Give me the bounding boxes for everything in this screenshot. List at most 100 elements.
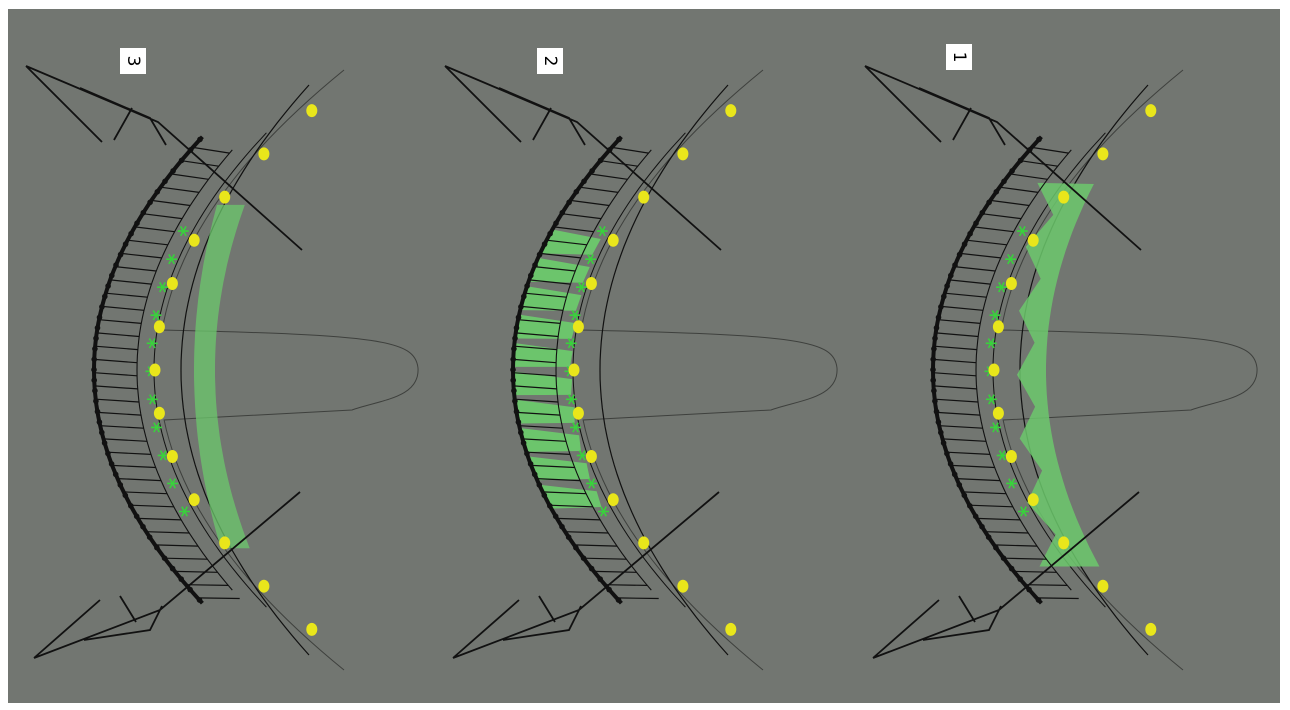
- top-end-frame: [444, 65, 722, 251]
- spine-bead: [187, 586, 193, 593]
- spine-bead: [993, 544, 999, 551]
- rib-tick: [935, 332, 979, 338]
- green-cell-fill: [539, 484, 602, 509]
- figure-background: [8, 9, 1280, 703]
- spine-bead: [933, 408, 940, 415]
- rib-tick: [105, 292, 148, 298]
- star-marker: [985, 394, 997, 405]
- rib-tick: [573, 544, 618, 547]
- star-marker: [150, 310, 162, 321]
- rib-tick: [936, 411, 981, 416]
- rib-tick: [954, 266, 996, 272]
- spine-bead: [573, 544, 579, 551]
- spine-bead: [930, 366, 936, 373]
- yellow-node: [188, 233, 200, 247]
- rib-tick: [97, 411, 142, 416]
- yellow-node: [1058, 190, 1070, 204]
- rib-tick: [981, 213, 1022, 220]
- spine-bead: [96, 314, 103, 321]
- rib-tick: [512, 372, 557, 377]
- spine-bead: [581, 178, 587, 185]
- spine-bead: [956, 482, 963, 488]
- rib-tick: [99, 319, 142, 324]
- rib-tick: [990, 199, 1030, 207]
- yellow-node: [219, 190, 231, 204]
- spine-bead: [197, 136, 203, 143]
- star-marker: [167, 478, 179, 489]
- star-marker: [166, 253, 178, 265]
- yellow-node: [149, 363, 161, 377]
- panel-label: 1: [946, 44, 972, 70]
- spine-bead: [510, 377, 516, 384]
- panel-1: 1: [864, 44, 1258, 671]
- rib-tick: [973, 226, 1014, 233]
- yellow-node: [1005, 450, 1017, 463]
- spine-bead: [531, 471, 538, 478]
- spine-bead: [96, 419, 103, 425]
- yellow-node: [258, 579, 270, 593]
- yellow-node: [725, 622, 737, 636]
- rib-tick: [941, 305, 984, 311]
- star-marker: [1005, 253, 1017, 265]
- spine-bead: [109, 272, 115, 279]
- spine-bead: [559, 523, 565, 530]
- spine-bead: [986, 199, 992, 206]
- rib-tick: [546, 239, 587, 246]
- spine-bead: [122, 492, 129, 499]
- star-marker: [157, 450, 169, 461]
- rib-tick: [130, 504, 174, 508]
- spine-bead: [518, 304, 524, 310]
- spine-bead: [1009, 168, 1015, 174]
- rib-tick: [154, 544, 199, 547]
- green-cell-fill: [527, 456, 590, 481]
- green-band-fill: [194, 204, 250, 549]
- spine-bead: [615, 597, 622, 603]
- spine-bead: [961, 241, 968, 247]
- yellow-node: [638, 536, 650, 550]
- rib-tick: [556, 517, 601, 521]
- spine-bead: [524, 450, 530, 457]
- bottom-end-frame: [872, 491, 1140, 659]
- spine-bead: [1035, 597, 1042, 603]
- yellow-node: [1097, 579, 1109, 593]
- yellow-node: [1145, 622, 1157, 636]
- spine-bead: [606, 586, 612, 593]
- spine-bead: [512, 398, 518, 404]
- rib-tick: [192, 146, 230, 154]
- rib-tick: [976, 517, 1021, 521]
- spine-bead: [948, 272, 954, 279]
- rib-tick: [514, 398, 559, 403]
- panel-2: 2: [444, 48, 838, 671]
- yellow-node: [572, 320, 584, 334]
- yellow-node: [1005, 277, 1017, 290]
- rib-tick: [604, 584, 648, 586]
- spine-bead: [952, 262, 958, 268]
- rib-tick: [1020, 160, 1058, 167]
- yellow-node: [1145, 104, 1157, 118]
- spine-bead: [91, 356, 97, 363]
- rib-tick: [938, 319, 981, 324]
- yellow-node: [306, 104, 318, 118]
- rib-tick: [944, 292, 987, 298]
- rib-tick: [1013, 570, 1057, 573]
- rib-tick: [123, 491, 168, 495]
- spine-bead: [108, 461, 115, 467]
- spine-bead: [947, 461, 954, 467]
- spine-bead: [518, 429, 524, 436]
- rib-tick: [526, 451, 571, 455]
- spine-bead: [105, 450, 111, 457]
- yellow-node: [1097, 147, 1109, 161]
- star-marker: [179, 506, 190, 517]
- yellow-node: [992, 406, 1004, 420]
- panel-label-text: 1: [949, 52, 969, 63]
- spine-bead: [933, 325, 940, 331]
- spine-bead: [930, 356, 936, 363]
- rib-tick: [522, 438, 567, 442]
- yellow-node: [988, 363, 1000, 377]
- rib-tick: [536, 478, 581, 482]
- spine-bead: [510, 366, 516, 373]
- spine-bead: [972, 513, 979, 520]
- rib-tick: [513, 358, 557, 364]
- spine-bead: [967, 230, 973, 237]
- panel-label-text: 3: [123, 56, 143, 67]
